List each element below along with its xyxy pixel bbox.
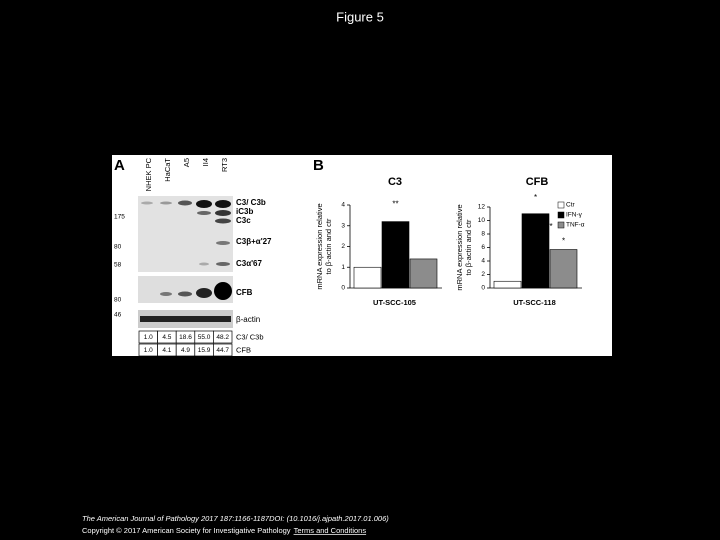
band-label: iC3b xyxy=(236,207,253,216)
significance: * xyxy=(562,237,565,246)
y-axis-label: mRNA expression relative xyxy=(315,203,324,289)
table-row-label: C3/ C3b xyxy=(236,332,264,341)
panel-label: A xyxy=(114,157,125,174)
band-label: CFB xyxy=(236,288,253,297)
lane-label: NHEK PC xyxy=(144,157,153,191)
lane-label: II4 xyxy=(201,158,210,166)
lane-label: RT3 xyxy=(220,158,229,172)
y-axis-label: mRNA expression relative xyxy=(455,204,464,290)
legend-swatch xyxy=(557,201,565,209)
x-tick-label: UT-SCC-105 xyxy=(373,298,416,307)
y-tick-label: 1 xyxy=(341,264,345,271)
table-cell xyxy=(213,330,233,344)
legend-label: IFN-γ xyxy=(566,212,583,219)
legend-label: TNF-α xyxy=(566,222,585,229)
chart-title: C3 xyxy=(388,176,402,188)
significance: ** xyxy=(392,200,398,209)
y-tick-label: 2 xyxy=(341,243,345,250)
bar xyxy=(549,249,578,289)
y-axis-label: to β-actin and ctr xyxy=(464,219,473,276)
table-value: 4.1 xyxy=(162,347,171,354)
terms-link[interactable]: Terms and Conditions xyxy=(294,526,367,535)
marker-label: 80 xyxy=(114,244,122,251)
blot-images xyxy=(138,196,233,328)
band-label: C3c xyxy=(236,216,251,225)
lane-label: HaCaT xyxy=(163,158,172,182)
band-label: β-actin xyxy=(236,315,260,324)
copyright: Copyright © 2017 American Society for In… xyxy=(82,526,291,535)
legend-label: Ctr xyxy=(566,202,576,209)
y-tick-label: 2 xyxy=(481,271,485,278)
panel-label: B xyxy=(313,157,324,174)
marker-label: 46 xyxy=(114,312,122,319)
y-tick-label: 0 xyxy=(481,285,485,292)
chart-title: CFB xyxy=(526,176,549,188)
x-tick-label: UT-SCC-118 xyxy=(513,298,556,307)
table-value: 1.0 xyxy=(144,347,153,354)
table-value: 15.9 xyxy=(198,347,211,354)
table-value: 4.9 xyxy=(181,347,190,354)
y-tick-label: 8 xyxy=(481,231,485,238)
bar xyxy=(381,221,410,289)
table-cell xyxy=(213,343,233,357)
table-value: 18.6 xyxy=(179,334,192,341)
legend-swatch xyxy=(557,211,565,219)
citation: The American Journal of Pathology 2017 1… xyxy=(82,514,389,523)
table-row-label: CFB xyxy=(236,345,251,354)
marker-label: 58 xyxy=(114,262,122,269)
table-value: 55.0 xyxy=(198,334,211,341)
band-label: C3β+α'27 xyxy=(236,237,272,246)
significance: * xyxy=(534,193,537,202)
table-value: 48.2 xyxy=(216,334,229,341)
y-tick-label: 0 xyxy=(341,285,345,292)
marker-label: 80 xyxy=(114,297,122,304)
y-tick-label: 4 xyxy=(341,202,345,209)
bar xyxy=(493,280,522,289)
y-axis-label: to β-actin and ctr xyxy=(324,218,333,275)
bar xyxy=(409,258,438,289)
significance: ** xyxy=(546,222,552,231)
y-tick-label: 3 xyxy=(341,222,345,229)
bar xyxy=(353,266,382,289)
marker-label: 175 xyxy=(114,214,125,221)
table-value: 44.7 xyxy=(216,347,229,354)
y-tick-label: 12 xyxy=(478,204,486,211)
y-tick-label: 4 xyxy=(481,258,485,265)
legend-swatch xyxy=(557,221,565,229)
lane-label: A5 xyxy=(182,158,191,167)
band-label: C3α'67 xyxy=(236,259,262,268)
table-value: 1.0 xyxy=(144,334,153,341)
table-value: 4.5 xyxy=(162,334,171,341)
bar xyxy=(521,213,550,289)
y-tick-label: 6 xyxy=(481,244,485,251)
y-tick-label: 10 xyxy=(478,217,486,224)
band-label: C3/ C3b xyxy=(236,198,266,207)
slide-title: Figure 5 xyxy=(336,9,384,24)
